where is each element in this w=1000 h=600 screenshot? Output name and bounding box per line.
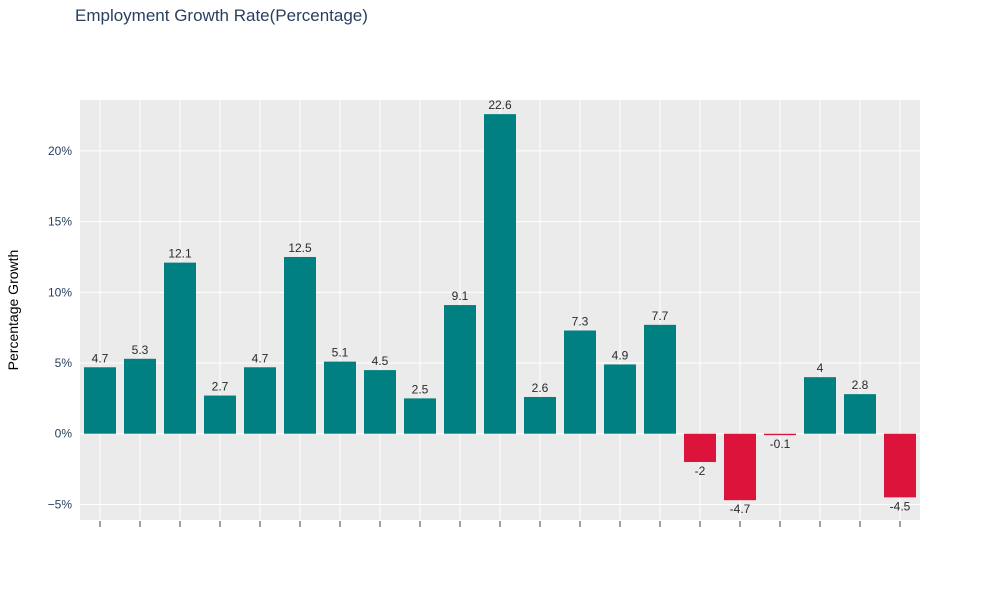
data-label: 9.1 bbox=[452, 289, 469, 303]
bar bbox=[324, 361, 356, 434]
data-label: 2.6 bbox=[532, 381, 549, 395]
bar bbox=[844, 394, 876, 434]
data-label: 2.8 bbox=[852, 378, 869, 392]
data-label: 22.6 bbox=[488, 98, 512, 112]
bar bbox=[564, 330, 596, 434]
bar bbox=[244, 367, 276, 434]
bar bbox=[764, 433, 796, 436]
bar bbox=[84, 367, 116, 434]
bar bbox=[724, 433, 756, 501]
y-axis-title: Percentage Growth bbox=[5, 250, 21, 371]
data-label: 4 bbox=[817, 361, 824, 375]
bar bbox=[444, 305, 476, 434]
bars bbox=[84, 114, 916, 501]
y-tick-label: 5% bbox=[55, 356, 73, 370]
bar bbox=[524, 396, 556, 434]
bar bbox=[484, 114, 516, 434]
data-label: -0.1 bbox=[770, 437, 791, 451]
data-label: 4.7 bbox=[92, 351, 109, 365]
data-label: 2.7 bbox=[212, 380, 229, 394]
y-axis: −5% 0% 5% 10% 15% 20% bbox=[48, 144, 73, 512]
chart-title: Employment Growth Rate(Percentage) bbox=[75, 6, 368, 25]
data-label: 4.7 bbox=[252, 351, 269, 365]
bar bbox=[404, 398, 436, 434]
bar bbox=[884, 433, 916, 498]
y-tick-label: 0% bbox=[55, 427, 73, 441]
bar bbox=[284, 256, 316, 434]
bar bbox=[364, 370, 396, 434]
data-label: 4.5 bbox=[372, 354, 389, 368]
bar bbox=[124, 358, 156, 434]
data-label: -2 bbox=[695, 464, 706, 478]
y-tick-label: 10% bbox=[48, 285, 72, 299]
data-label: 2.5 bbox=[412, 382, 429, 396]
data-label: 7.3 bbox=[572, 315, 589, 329]
bar bbox=[204, 395, 236, 434]
data-label: 12.5 bbox=[288, 241, 312, 255]
bar bbox=[164, 262, 196, 434]
data-label: 7.7 bbox=[652, 309, 669, 323]
data-label: 4.9 bbox=[612, 348, 629, 362]
y-tick-label: 15% bbox=[48, 215, 72, 229]
x-axis bbox=[99, 521, 901, 527]
data-label: 5.3 bbox=[132, 343, 149, 357]
bar bbox=[604, 364, 636, 434]
bar bbox=[684, 433, 716, 463]
bar bbox=[644, 324, 676, 434]
data-labels: 4.7 5.3 12.1 2.7 4.7 12.5 5.1 4.5 2.5 9.1 22.6 2.6 7… bbox=[92, 98, 911, 516]
bar bbox=[804, 377, 836, 434]
data-label: -4.5 bbox=[890, 499, 911, 513]
y-tick-label: −5% bbox=[48, 497, 73, 511]
data-label: 12.1 bbox=[168, 247, 192, 261]
data-label: 5.1 bbox=[332, 346, 349, 360]
y-tick-label: 20% bbox=[48, 144, 72, 158]
data-label: -4.7 bbox=[730, 502, 751, 516]
